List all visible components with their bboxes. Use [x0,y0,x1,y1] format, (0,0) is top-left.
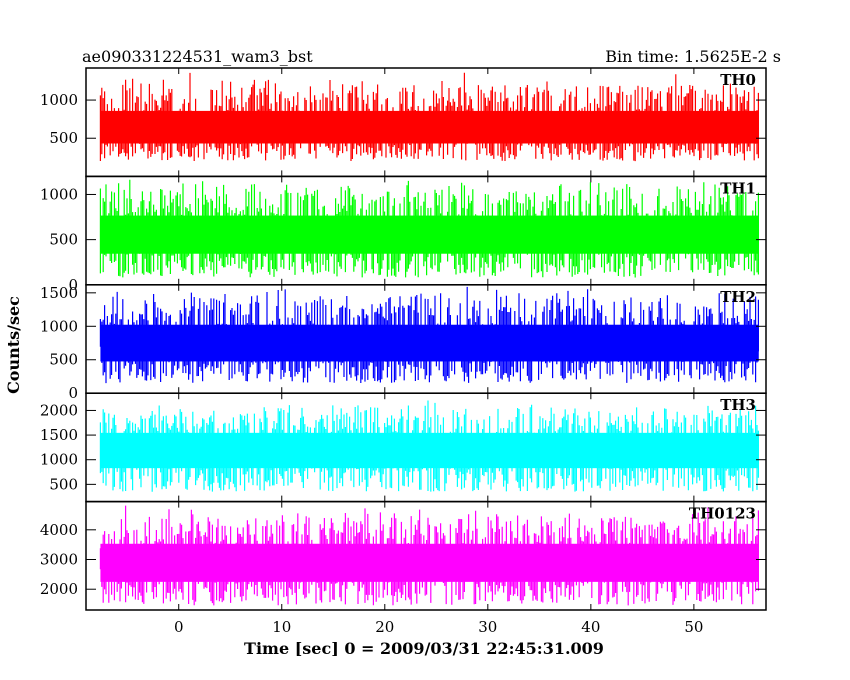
x-tick-label: 40 [581,618,600,636]
y-tick-label: 4000 [40,521,78,539]
y-tick-label: 500 [49,129,78,147]
y-tick-label: 500 [49,475,78,493]
x-axis: 0 10 20 30 40 50 [174,618,703,636]
y-tick-label: 1000 [40,451,78,469]
series-core-th1 [100,215,759,254]
x-tick-label: 50 [684,618,703,636]
y-tick-label: 0 [68,384,78,402]
y-tick-label: 0 [68,276,78,294]
panel-th0: 500 1000 TH0 [40,67,767,178]
panel-th1: 0 500 1000 TH1 [40,175,767,294]
panel-label: TH0123 [689,505,756,523]
x-tick-label: 10 [272,618,291,636]
y-axis-title: Counts/sec [4,296,23,394]
panel-label: TH0 [720,71,756,89]
y-tick-label: 1000 [40,91,78,109]
y-tick-label: 500 [49,351,78,369]
chart-title: ae090331224531_wam3_bst [82,47,313,66]
panel-frame [85,500,767,611]
y-tick-label: 2000 [40,401,78,419]
y-tick-label: 500 [49,231,78,249]
panel-th2: 0 500 1000 1500 TH2 [40,284,767,402]
panel-label: TH3 [720,396,756,414]
y-tick-label: 1500 [40,426,78,444]
series-core-th0 [100,110,759,144]
y-tick-label: 3000 [40,551,78,569]
panels-group: 500 1000 TH0 0 500 1000 TH1 0 500 1000 1500 TH2 500 1… [40,67,767,611]
panel-label: TH2 [720,288,756,306]
y-tick-label: 1500 [40,284,78,302]
panel-th0123: 2000 3000 4000 TH0123 [40,500,767,611]
y-tick-label: 1000 [40,317,78,335]
y-tick-label: 2000 [40,580,78,598]
x-tick-label: 30 [478,618,497,636]
x-tick-label: 20 [375,618,394,636]
x-axis-title: Time [sec] 0 = 2009/03/31 22:45:31.009 [244,639,604,658]
x-tick-label: 0 [174,618,184,636]
series-core-th3 [100,432,759,469]
series-core-th2 [100,324,759,362]
panel-th3: 500 1000 1500 2000 TH3 [40,392,767,503]
panel-label: TH1 [720,179,756,197]
y-tick-label: 1000 [40,185,78,203]
series-core-th0123 [100,543,759,582]
bin-time-label: Bin time: 1.5625E-2 s [605,47,781,66]
